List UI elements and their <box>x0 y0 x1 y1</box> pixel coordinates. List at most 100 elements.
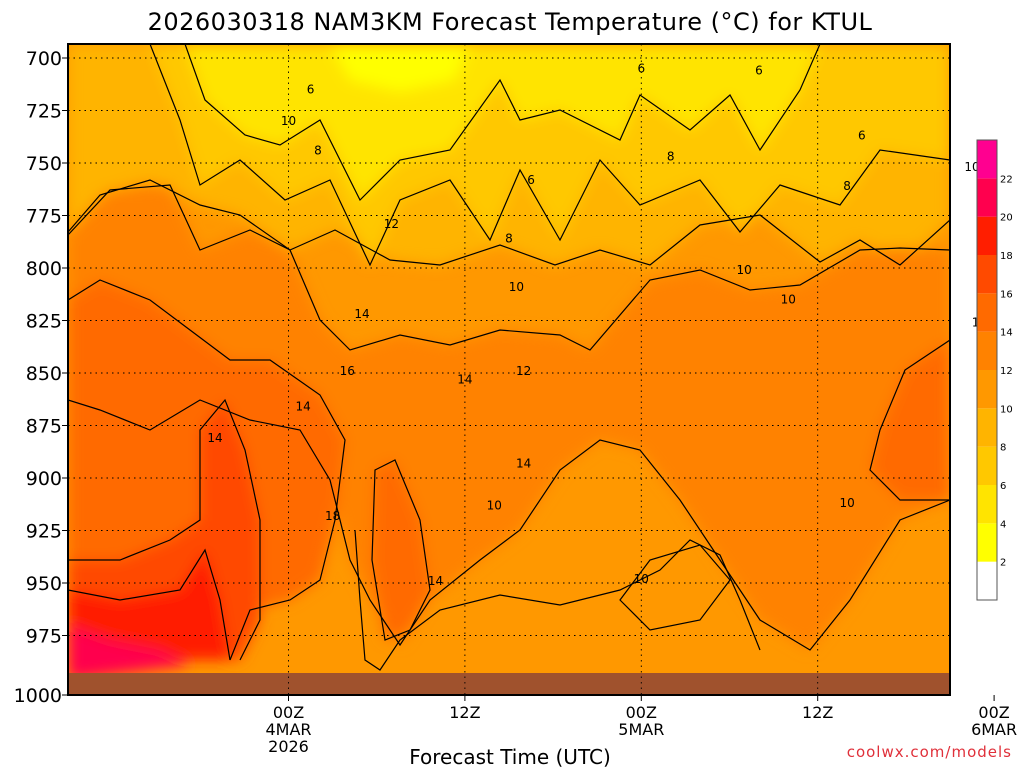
contour-label-9: 8 <box>505 232 513 246</box>
y-tick-label-875: 875 <box>26 416 62 438</box>
contour-label-10: 10 <box>964 160 979 174</box>
plot-border <box>67 43 951 696</box>
x-tick-label-1-0: 12Z <box>449 703 480 722</box>
contour-line-14-right <box>869 339 950 501</box>
colorbar-swatch-10 <box>977 178 997 217</box>
chart-title: 2026030318 NAM3KM Forecast Temperature (… <box>148 8 873 36</box>
contour-label-19: 12 <box>516 364 531 378</box>
colorbar-label-4: 4 <box>1000 519 1006 530</box>
contour-label-17: 16 <box>340 364 355 378</box>
y-tick-label-850: 850 <box>26 363 62 385</box>
colorbar-label-16: 16 <box>1000 289 1013 300</box>
y-tick-label-725: 725 <box>26 101 62 123</box>
contour-label-24: 10 <box>487 498 502 512</box>
x-tick-label-4-0: 00Z <box>978 703 1009 722</box>
contour-line-12-upper <box>68 184 950 351</box>
y-tick-label-1000: 1000 <box>14 685 62 707</box>
contour-label-4: 6 <box>527 173 535 187</box>
colorbar-label-2: 2 <box>1000 558 1006 569</box>
contour-label-14: 10 <box>781 293 796 307</box>
y-tick-label-825: 825 <box>26 311 62 333</box>
contour-line-6 <box>184 44 821 202</box>
contour-label-11: 12 <box>384 217 399 231</box>
field-band-18-20 <box>68 625 190 680</box>
contour-line-10 <box>68 179 950 266</box>
y-tick-label-800: 800 <box>26 258 62 280</box>
contour-line-14-mid <box>371 459 431 641</box>
field-band-12-14-right <box>870 340 950 500</box>
contour-label-21: 14 <box>207 431 222 445</box>
colorbar-swatch-2 <box>977 485 997 524</box>
colorbar-swatch-11 <box>977 140 997 179</box>
colorbar-swatch-5 <box>977 370 997 409</box>
credit-text: coolwx.com/models <box>847 743 1012 761</box>
y-tick-label-950: 950 <box>26 573 62 595</box>
contour-label-6: 8 <box>314 143 322 157</box>
y-tick-label-750: 750 <box>26 153 62 175</box>
grid-lines <box>68 44 950 695</box>
contour-label-12: 10 <box>509 280 524 294</box>
contour-label-22: 14 <box>516 456 531 470</box>
ground-strip <box>68 673 950 695</box>
y-tick-label-700: 700 <box>26 48 62 70</box>
y-tick-label-775: 775 <box>26 206 62 228</box>
contour-label-25: 10 <box>839 496 854 510</box>
field-band-2-4 <box>330 44 470 92</box>
contour-line-16 <box>68 398 261 661</box>
contour-label-23: 18 <box>325 509 340 523</box>
contour-label-15: 14 <box>354 307 369 321</box>
x-tick-label-0-2: 2026 <box>268 737 309 756</box>
contour-label-2: 6 <box>755 64 763 78</box>
colorbar-swatch-4 <box>977 408 997 447</box>
field-band-12-14-mid <box>372 460 430 640</box>
contour-label-20: 14 <box>296 400 311 414</box>
colorbar-label-10: 10 <box>1000 404 1013 415</box>
contour-label-8: 8 <box>843 179 851 193</box>
colorbar-border <box>976 139 998 601</box>
colorbar-label-8: 8 <box>1000 443 1006 454</box>
x-axis-label: Forecast Time (UTC) <box>409 745 611 768</box>
field-band-10-12 <box>68 185 950 650</box>
contour-label-13: 10 <box>737 263 752 277</box>
colorbar-label-18: 18 <box>1000 251 1013 262</box>
contour-label-3: 6 <box>858 129 866 143</box>
colorbar-label-6: 6 <box>1000 481 1006 492</box>
contour-line-12 <box>68 399 950 651</box>
contour-label-0: 6 <box>307 83 315 97</box>
x-tick-label-0-1: 4MAR <box>265 720 311 739</box>
colorbar-label-14: 14 <box>1000 328 1013 339</box>
x-tick-label-2-1: 5MAR <box>618 720 664 739</box>
colorbar-swatch-3 <box>977 446 997 485</box>
field-band-16-18 <box>68 550 230 660</box>
contour-line-10-loop <box>619 544 731 631</box>
colorbar-swatch-8 <box>977 255 997 294</box>
contour-line-8 <box>149 44 950 267</box>
y-tick-label-925: 925 <box>26 521 62 543</box>
colorbar-label-22: 22 <box>1000 174 1013 185</box>
y-tick-label-975: 975 <box>26 626 62 648</box>
y-axis: 700 725 750 775 800 825 850 875 900 925 950 975 1000 <box>14 48 68 707</box>
field-band-4-6 <box>185 44 820 200</box>
contour-label-27: 14 <box>428 574 443 588</box>
colorbar-label-12: 12 <box>1000 366 1013 377</box>
colorbar-swatch-9 <box>977 216 997 255</box>
colorbar: 2 4 6 8 10 12 14 16 18 20 22 <box>976 139 1013 601</box>
colorbar-swatch-1 <box>977 523 997 562</box>
colorbar-label-20: 20 <box>1000 213 1013 224</box>
contour-lines <box>68 44 950 671</box>
x-tick-label-2-0: 00Z <box>626 703 657 722</box>
colorbar-swatch-6 <box>977 331 997 370</box>
temperature-field <box>68 44 950 695</box>
x-tick-label-0-0: 00Z <box>273 703 304 722</box>
x-tick-label-3-0: 12Z <box>802 703 833 722</box>
x-tick-label-4-1: 6MAR <box>971 720 1017 739</box>
contour-label-18: 14 <box>457 372 472 386</box>
y-tick-label-900: 900 <box>26 468 62 490</box>
contour-label-7: 8 <box>667 150 675 164</box>
colorbar-swatch-0 <box>977 561 997 600</box>
contour-line-18 <box>68 548 231 661</box>
contour-line-14 <box>68 279 346 661</box>
contour-label-1: 6 <box>637 62 645 76</box>
